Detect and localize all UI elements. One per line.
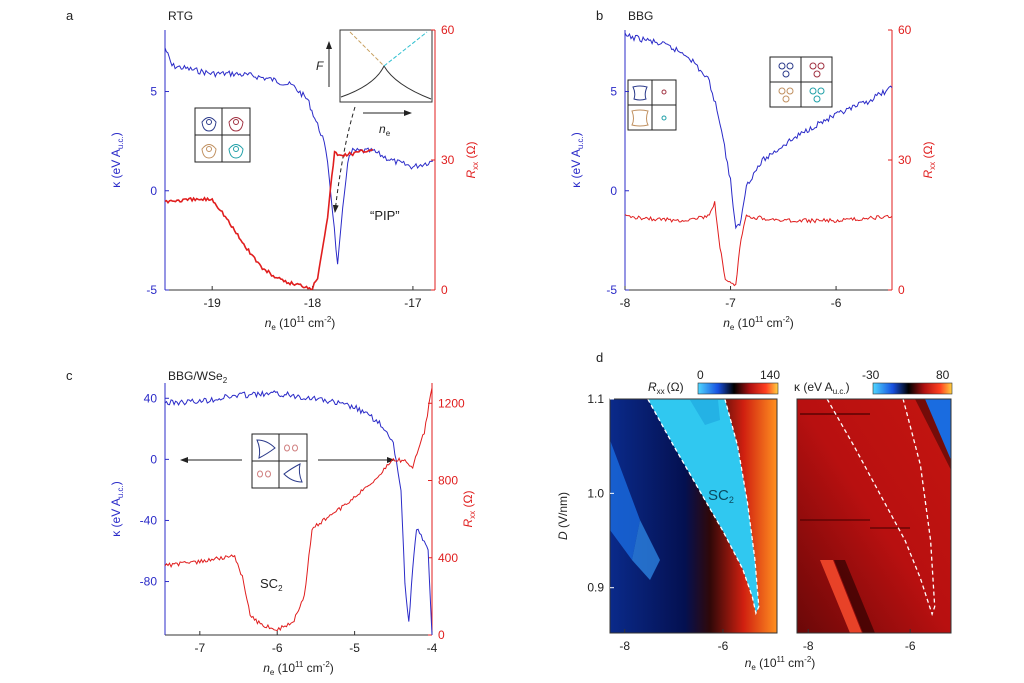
panel-a-kappa-line [164,47,434,265]
panel-c-left-tick-label: -80 [140,575,158,589]
panel-a-kappa-label: κ (eV Au.c.) [109,132,125,188]
map-1-x-tick-label: -8 [803,639,814,653]
panel-c-right-tick-label: 400 [438,551,458,565]
panel-a-x-label: ne (1011 cm-2) [265,315,336,332]
map-0-boundary-dashed [647,398,760,616]
panel-c-kappa-line [164,390,433,636]
free-energy-inset: F ne [316,29,433,213]
panel-a-rxx-line [164,148,374,291]
panel-c-rxx-line [164,387,433,632]
panel-c-x-tick-label: -4 [427,641,438,655]
panel-c-x-tick-label: -7 [194,641,205,655]
panel-c-kappa-label: κ (eV Au.c.) [109,481,125,537]
panel-c-right-tick-label: 1200 [438,396,465,410]
kappa-colorbar-label: κ (eV Au.c.) [794,380,850,396]
fermi-surface-inset-b1 [627,79,677,131]
map-1-frame [796,398,952,634]
panel-b-x-label: ne (1011 cm-2) [723,315,794,332]
kappa-clim-min: -30 [862,368,880,382]
panel-c-x-tick-label: -6 [272,641,283,655]
panel-a-x-tick-label: -18 [304,296,322,310]
panel-b-x-tick-label: -7 [725,296,736,310]
panel-b-left-tick-label: 5 [610,85,617,99]
pip-label: “PIP” [370,208,400,223]
map-0-x-tick-label: -6 [718,639,729,653]
panel-c-x-tick-label: -5 [349,641,360,655]
map-0-y-tick-label: 0.9 [587,581,604,595]
map-0-frame [609,398,778,634]
panel-a-title: RTG [168,9,193,23]
panel-a-x-tick-label: -17 [404,296,422,310]
panel-a-left-tick-label: -5 [146,283,157,297]
panel-d-x-label: ne (1011 cm-2) [745,655,816,672]
panel-c-right-tick-label: 800 [438,474,458,488]
panel-b-rxx-line [624,201,893,287]
panel-b-right-tick-label: 0 [898,283,905,297]
panel-c-left-tick-label: 0 [150,452,157,466]
inset-x-label: ne [379,122,391,138]
fermi-surface-inset-c [251,433,308,489]
rxx-colorbar-label: Rxx (Ω) [648,380,684,396]
panel-a-left-tick-label: 0 [150,184,157,198]
panel-b-rxx-label: Rxx (Ω) [921,142,937,179]
map-1-boundary-dashed [826,398,936,617]
map-0-y-tick-label: 1.1 [587,392,604,406]
rxx-heatmap [610,399,777,633]
panel-b-title: BBG [628,9,653,23]
rxx-clim-max: 140 [760,368,780,382]
panel-b-left-tick-label: 0 [610,184,617,198]
fermi-surface-inset-b2 [769,56,833,108]
panel-a-left-tick-label: 5 [150,85,157,99]
panel-letter-b: b [596,8,603,23]
map-1-x-tick-label: -6 [905,639,916,653]
panel-letter-d: d [596,350,603,365]
sc2-label-c: SC2 [260,576,283,593]
panel-a-right-tick-label: 0 [441,283,448,297]
panel-letter-c: c [66,368,73,383]
panel-a-right-tick-label: 60 [441,23,455,37]
panel-c-left-tick-label: -40 [140,513,158,527]
map-0-x-tick-label: -8 [619,639,630,653]
panel-c-title: BBG/WSe2 [168,369,228,385]
panel-b-x-tick-label: -8 [620,296,631,310]
kappa-clim-max: 80 [936,368,950,382]
panel-b-kappa-label: κ (eV Au.c.) [569,132,585,188]
map-0-y-tick-label: 1.0 [587,486,604,500]
fermi-surface-inset-a [194,107,251,163]
panel-a-rxx-label: Rxx (Ω) [464,142,480,179]
rxx-clim-min: 0 [697,368,704,382]
panel-b-right-tick-label: 60 [898,23,912,37]
panel-b-kappa-line [624,32,893,230]
inset-y-label: F [316,59,324,73]
panel-b-x-tick-label: -6 [831,296,842,310]
panel-a-right-tick-label: 30 [441,153,455,167]
panel-letter-a: a [66,8,74,23]
panel-c-rxx-label: Rxx (Ω) [461,491,477,528]
sc2-label-d: SC2 [708,487,734,505]
panel-b-left-tick-label: -5 [606,283,617,297]
panel-c-left-tick-label: 40 [144,391,158,405]
rxx-colorbar [697,382,779,395]
kappa-colorbar [872,382,953,395]
panel-c-x-label: ne (1011 cm-2) [263,660,334,677]
panel-b-right-tick-label: 30 [898,153,912,167]
panel-d-y-label: D (V/nm) [556,492,570,540]
panel-a-x-tick-label: -19 [204,296,222,310]
panel-c-right-tick-label: 0 [438,628,445,642]
